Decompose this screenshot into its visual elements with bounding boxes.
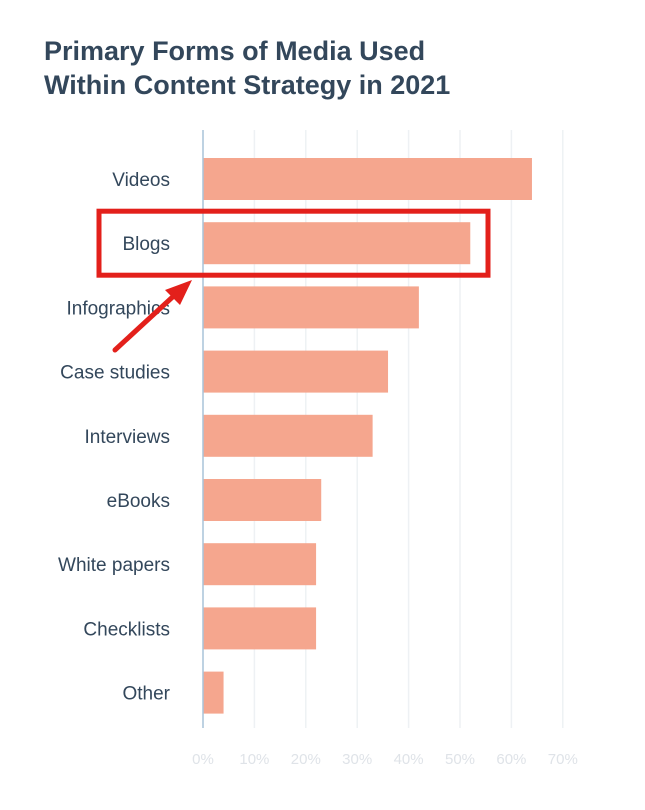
category-label: Checklists: [83, 619, 170, 640]
bar-checklists: [203, 607, 317, 650]
bar-interviews: [203, 414, 373, 457]
category-label: Blogs: [122, 234, 170, 255]
bar-white-papers: [203, 543, 317, 586]
category-label: Infographics: [66, 298, 170, 319]
category-label: Interviews: [84, 427, 170, 448]
highlight-arrow-head: [165, 280, 192, 305]
x-tick-label: 60%: [496, 751, 526, 768]
x-tick-label: 70%: [548, 751, 578, 768]
category-label: White papers: [58, 555, 170, 576]
x-tick-label: 20%: [291, 751, 321, 768]
category-label: Other: [122, 684, 170, 705]
x-tick-label: 10%: [239, 751, 269, 768]
x-tick-label: 40%: [394, 751, 424, 768]
x-tick-label: 0%: [192, 751, 214, 768]
bar-blogs: [203, 222, 471, 265]
bar-case-studies: [203, 350, 389, 393]
category-label: eBooks: [107, 491, 170, 512]
x-tick-label: 50%: [445, 751, 475, 768]
chart-title-line-1: Primary Forms of Media Used: [44, 36, 426, 66]
highlight-arrow-shaft: [112, 289, 181, 353]
bar-infographics: [203, 286, 419, 329]
category-label: Videos: [112, 170, 170, 191]
chart-title: Primary Forms of Media Used Within Conte…: [44, 34, 604, 102]
bar-ebooks: [203, 479, 322, 521]
category-label: Case studies: [60, 363, 170, 384]
highlight-box: [96, 208, 491, 278]
bar-other: [203, 671, 224, 714]
x-tick-label: 30%: [342, 751, 372, 768]
chart-title-line-2: Within Content Strategy in 2021: [44, 70, 451, 100]
bar-videos: [203, 158, 532, 200]
